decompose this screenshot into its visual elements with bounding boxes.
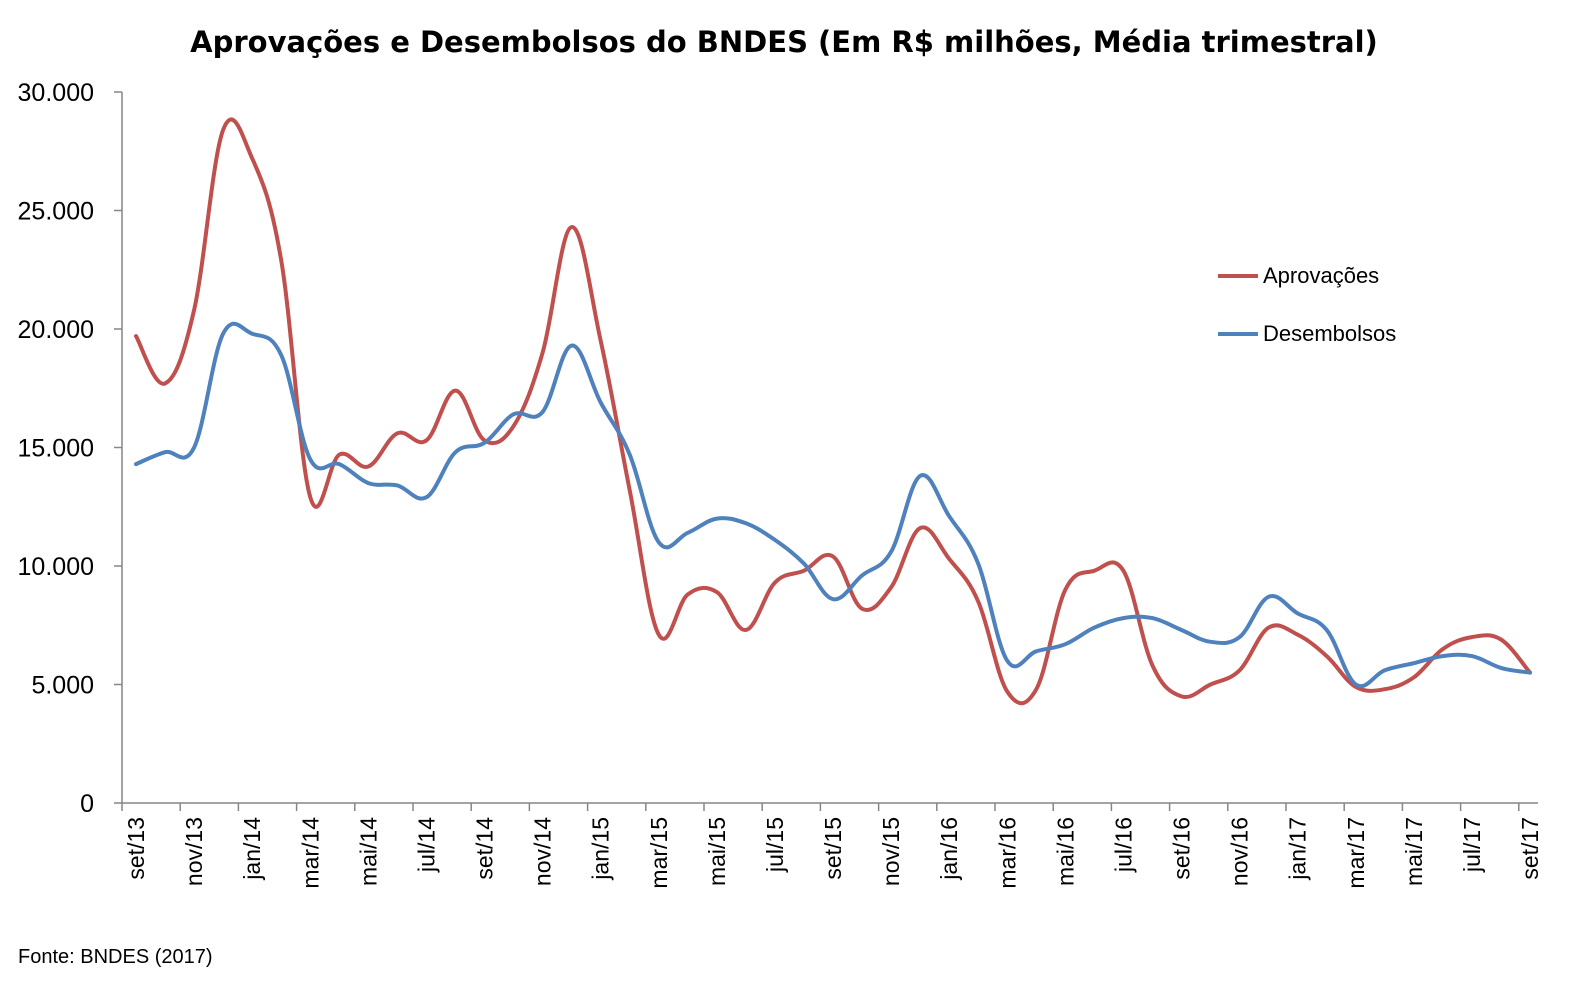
legend-label: Aprovações xyxy=(1263,263,1379,288)
y-tick-label: 25.000 xyxy=(18,198,94,226)
source-note: Fonte: BNDES (2017) xyxy=(18,946,213,968)
x-tick-label: mai/15 xyxy=(704,817,730,886)
series-line-aprovacoes xyxy=(134,117,1532,706)
y-tick-label: 20.000 xyxy=(18,316,94,344)
y-tick-label: 30.000 xyxy=(18,79,94,107)
series-lines xyxy=(134,117,1532,706)
legend-label: Desembolsos xyxy=(1263,321,1396,346)
x-tick-label: mar/14 xyxy=(297,817,323,889)
x-tick-label: jul/17 xyxy=(1459,817,1485,873)
x-tick-label: mai/17 xyxy=(1401,817,1427,886)
x-tick-label: set/15 xyxy=(820,817,846,880)
x-tick-label: mai/16 xyxy=(1052,817,1078,886)
x-tick-label: mai/14 xyxy=(355,817,381,886)
x-tick-label: nov/14 xyxy=(530,817,556,886)
chart-title: Aprovações e Desembolsos do BNDES (Em R$… xyxy=(190,25,1378,59)
x-tick-label: jan/16 xyxy=(936,817,962,881)
x-tick-label: jan/14 xyxy=(239,817,265,881)
x-tick-label: set/13 xyxy=(123,817,149,880)
x-tick-label: mar/16 xyxy=(994,817,1020,889)
y-tick-label: 10.000 xyxy=(18,553,94,581)
axes: 0 5.000 10.000 15.000 20.000 25.000 30.000 set/… xyxy=(18,79,1543,889)
series-line-desembolsos xyxy=(134,321,1532,689)
legend: Aprovações Desembolsos xyxy=(1218,263,1396,346)
x-tick-label: jan/17 xyxy=(1285,817,1311,881)
x-tick-label: mar/15 xyxy=(646,817,672,889)
x-tick-label: nov/13 xyxy=(181,817,207,886)
x-tick-label: nov/15 xyxy=(878,817,904,886)
x-tick-label: jul/16 xyxy=(1110,817,1136,873)
x-tick-label: jan/15 xyxy=(588,817,614,881)
x-tick-label: jul/14 xyxy=(413,817,439,873)
x-tick-label: mar/17 xyxy=(1343,817,1369,889)
x-tick-label: set/17 xyxy=(1517,817,1543,880)
y-tick-label: 5.000 xyxy=(31,672,94,700)
x-tick-label: set/14 xyxy=(472,817,498,880)
x-tick-label: set/16 xyxy=(1169,817,1195,880)
y-tick-label: 15.000 xyxy=(18,435,94,463)
x-tick-label: jul/15 xyxy=(762,817,788,873)
y-tick-label: 0 xyxy=(80,790,94,818)
x-tick-label: nov/16 xyxy=(1227,817,1253,886)
